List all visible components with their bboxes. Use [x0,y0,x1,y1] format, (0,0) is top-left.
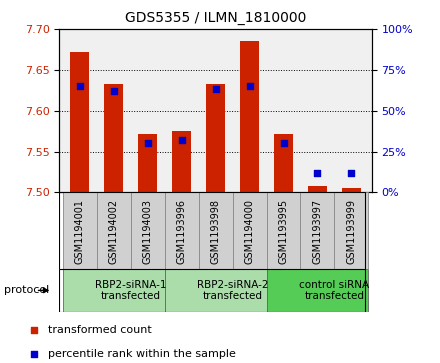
Bar [63,192,97,269]
Point [280,140,287,146]
Text: GSM1194002: GSM1194002 [109,199,119,264]
Point [144,140,151,146]
Bar [172,131,191,192]
Text: RBP2-siRNA-2
transfected: RBP2-siRNA-2 transfected [197,280,268,301]
Bar [165,192,198,269]
Point [348,170,355,176]
Bar [104,84,123,192]
Text: protocol: protocol [4,285,50,295]
Bar [63,269,165,312]
Text: control siRNA
transfected: control siRNA transfected [299,280,370,301]
Point [110,88,117,94]
Bar [206,84,225,192]
Text: GSM1193997: GSM1193997 [312,199,323,264]
Bar [233,192,267,269]
Bar [138,134,157,192]
Text: GSM1193996: GSM1193996 [176,199,187,264]
Text: GSM1193999: GSM1193999 [346,199,356,264]
Point [178,137,185,143]
Point [314,170,321,176]
Text: RBP2-siRNA-1
transfected: RBP2-siRNA-1 transfected [95,280,166,301]
Bar [301,192,334,269]
Bar [198,192,233,269]
Point [324,41,331,47]
Bar [131,192,165,269]
Bar [267,269,368,312]
Text: GSM1193995: GSM1193995 [279,199,289,264]
Text: percentile rank within the sample: percentile rank within the sample [48,349,235,359]
Text: GSM1194000: GSM1194000 [245,199,255,264]
Point [212,87,219,93]
Text: GSM1194003: GSM1194003 [143,199,153,264]
Bar [240,41,259,192]
Bar [70,52,89,192]
Text: transformed count: transformed count [48,325,151,335]
Bar [308,186,327,192]
Bar [334,192,368,269]
Text: GSM1193998: GSM1193998 [211,199,220,264]
Point [246,83,253,89]
Bar [342,188,361,192]
Point [324,259,331,265]
Title: GDS5355 / ILMN_1810000: GDS5355 / ILMN_1810000 [125,11,306,25]
Bar [267,192,301,269]
Bar [274,134,293,192]
Bar [97,192,131,269]
Text: GSM1194001: GSM1194001 [75,199,85,264]
Bar [165,269,267,312]
Point [76,83,83,89]
